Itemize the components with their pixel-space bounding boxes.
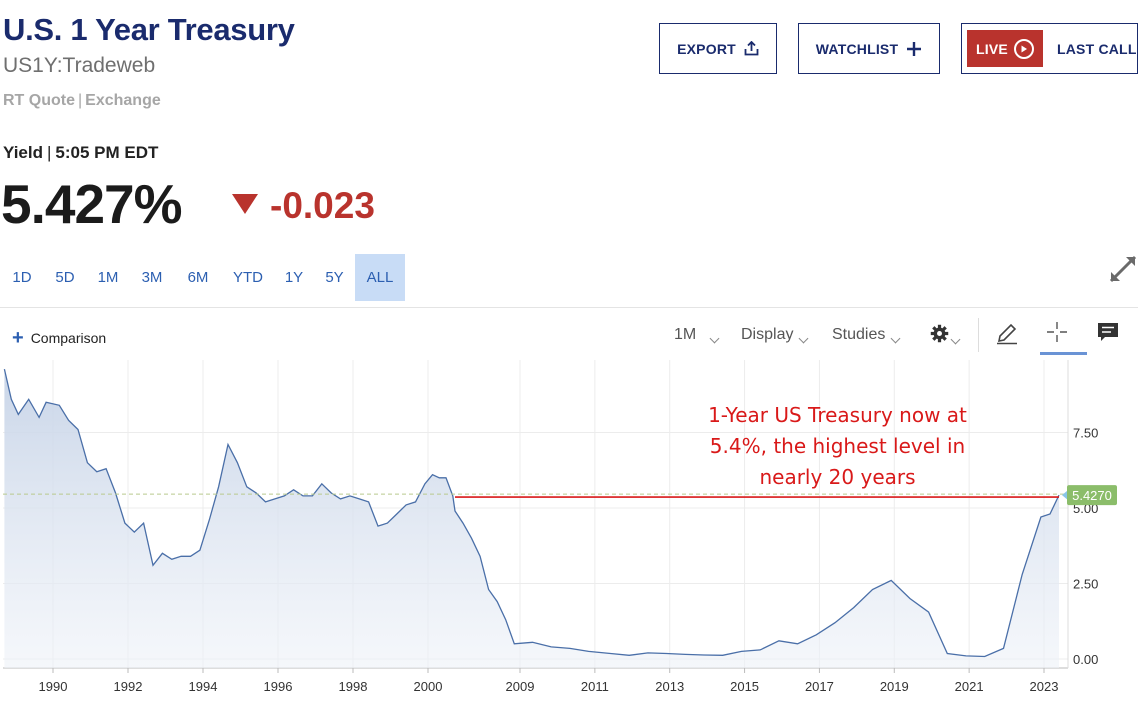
range-tab-5y[interactable]: 5Y [325,269,344,286]
annotation-line-3: nearly 20 years [759,465,916,489]
y-tick-label: 2.50 [1073,576,1098,591]
x-tick-label: 2017 [805,679,834,694]
live-last-call-button[interactable]: LIVE LAST CALL [961,23,1138,74]
range-tab-5d[interactable]: 5D [55,269,75,286]
x-tick-label: 1992 [114,679,143,694]
crosshair-active-indicator [1040,352,1087,355]
export-label: EXPORT [677,40,736,57]
ticker-symbol: US1Y:Tradeweb [3,54,156,77]
last-call-label: LAST CALL [1057,40,1137,57]
display-dropdown[interactable]: Display [741,326,809,344]
plus-icon [906,41,922,57]
x-tick-label: 1996 [264,679,293,694]
quote-time: 5:05 PM EDT [55,143,159,162]
chart-annotation: 1-Year US Treasury now at 5.4%, the high… [680,400,995,493]
down-arrow-icon [232,194,258,214]
gear-icon [930,324,949,348]
yield-line [3,368,1060,658]
yield-label-text: Yield [3,143,43,162]
quote-source: RT Quote | Exchange [3,92,161,110]
quote-exchange: Exchange [85,92,161,109]
range-tab-ytd[interactable]: YTD [233,269,263,286]
annotation-line-2: 5.4%, the highest level in [709,434,966,458]
y-axis: 7.505.002.500.00 [1073,425,1098,666]
comparison-label: Comparison [30,330,107,346]
chevron-down-icon [799,333,809,343]
watchlist-label: WATCHLIST [815,40,899,57]
export-button[interactable]: EXPORT [659,23,777,74]
studies-label: Studies [832,326,886,343]
y-tick-label: 0.00 [1073,652,1098,667]
last-value-label: 5.4270 [1072,488,1112,503]
expand-icon[interactable] [1108,254,1138,284]
range-tab-6m[interactable]: 6M [187,269,209,286]
range-tab-1m[interactable]: 1M [97,269,119,286]
annotation-line-1: 1-Year US Treasury now at [708,403,967,427]
range-tab-1d[interactable]: 1D [12,269,32,286]
x-axis: 1990 1992 1994 1996 1998 2000 2009 2011 2013 2015… [39,668,1059,694]
comment-icon[interactable] [1097,322,1119,342]
chevron-down-icon [950,334,961,344]
toolbar-separator [978,318,979,352]
price-change: -0.023 [270,185,375,226]
yield-chart[interactable]: 7.505.002.500.00 1990 1992 1994 1996 1998 200… [0,358,1144,712]
crosshair-icon[interactable] [1046,321,1068,343]
x-tick-label: 1998 [339,679,368,694]
range-tab-all[interactable]: ALL [355,254,405,301]
x-tick-label: 2023 [1030,679,1059,694]
last-price: 5.427% [1,173,183,235]
last-value-marker: 5.4270 [1062,485,1117,506]
chevron-down-icon [709,333,720,343]
x-tick-label: 2015 [730,679,759,694]
comparison-button[interactable]: + Comparison [12,327,107,349]
watchlist-button[interactable]: WATCHLIST [798,23,940,74]
share-icon [744,41,759,56]
live-chip: LIVE [967,30,1043,67]
interval-dropdown[interactable]: 1M [674,326,720,344]
toolbar-divider [0,307,1138,308]
quote-separator: | [78,92,83,109]
x-tick-label: 1994 [189,679,218,694]
chevron-down-icon [890,333,901,343]
live-label: LIVE [976,40,1008,57]
x-tick-label: 2000 [414,679,443,694]
yield-area [4,369,1059,668]
studies-dropdown[interactable]: Studies [832,326,901,344]
interval-label: 1M [674,326,697,343]
last-value-badge [1067,485,1117,506]
yield-separator: | [47,143,52,162]
x-tick-label: 2011 [581,679,609,694]
x-tick-label: 2019 [880,679,909,694]
play-icon [1013,38,1034,59]
settings-dropdown[interactable] [930,324,961,348]
quote-type: RT Quote [3,92,75,109]
plus-icon: + [12,327,24,349]
x-tick-label: 2013 [655,679,684,694]
page-title: U.S. 1 Year Treasury [3,12,295,47]
range-tab-3m[interactable]: 3M [141,269,163,286]
range-tab-1y[interactable]: 1Y [284,269,304,286]
pencil-icon[interactable] [995,321,1019,345]
yield-label: Yield | 5:05 PM EDT [3,143,158,163]
display-label: Display [741,326,794,343]
x-tick-label: 1990 [39,679,68,694]
y-tick-label: 7.50 [1073,425,1098,440]
x-tick-label: 2021 [955,679,984,694]
x-tick-label: 2009 [506,679,535,694]
range-selector: 1D 5D 1M 3M 6M YTD 1Y 5Y ALL [0,254,405,301]
